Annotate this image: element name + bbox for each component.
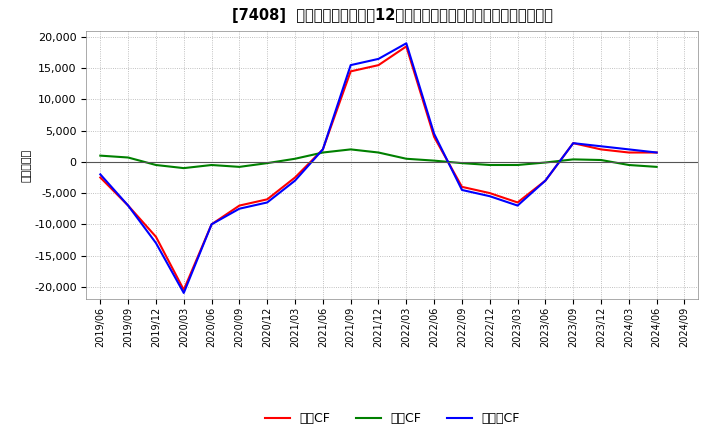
フリーCF xyxy=(569,140,577,146)
営業CF xyxy=(124,203,132,208)
投資CF xyxy=(485,162,494,168)
営業CF xyxy=(485,191,494,196)
フリーCF xyxy=(652,150,661,155)
投資CF xyxy=(402,156,410,161)
フリーCF xyxy=(179,290,188,296)
フリーCF xyxy=(541,178,550,183)
営業CF xyxy=(179,287,188,293)
Line: 投資CF: 投資CF xyxy=(100,150,657,168)
投資CF xyxy=(624,162,633,168)
投資CF xyxy=(597,158,606,163)
Line: フリーCF: フリーCF xyxy=(100,43,657,293)
フリーCF xyxy=(624,147,633,152)
営業CF xyxy=(569,140,577,146)
投資CF xyxy=(513,162,522,168)
投資CF xyxy=(318,150,327,155)
投資CF xyxy=(152,162,161,168)
フリーCF xyxy=(263,200,271,205)
営業CF xyxy=(430,134,438,139)
投資CF xyxy=(235,164,243,169)
フリーCF xyxy=(152,240,161,246)
フリーCF xyxy=(458,187,467,193)
営業CF xyxy=(541,178,550,183)
フリーCF xyxy=(235,206,243,211)
フリーCF xyxy=(430,131,438,136)
Line: 営業CF: 営業CF xyxy=(100,46,657,290)
投資CF xyxy=(179,165,188,171)
営業CF xyxy=(652,150,661,155)
営業CF xyxy=(624,150,633,155)
Y-axis label: （百万円）: （百万円） xyxy=(22,148,31,182)
営業CF xyxy=(346,69,355,74)
営業CF xyxy=(402,44,410,49)
フリーCF xyxy=(96,172,104,177)
営業CF xyxy=(458,184,467,190)
投資CF xyxy=(96,153,104,158)
フリーCF xyxy=(291,178,300,183)
営業CF xyxy=(318,147,327,152)
営業CF xyxy=(263,197,271,202)
Title: [7408]  キャッシュフローの12か月移動合計の対前年同期増減額の推移: [7408] キャッシュフローの12か月移動合計の対前年同期増減額の推移 xyxy=(232,7,553,23)
フリーCF xyxy=(485,194,494,199)
投資CF xyxy=(569,157,577,162)
営業CF xyxy=(291,175,300,180)
フリーCF xyxy=(346,62,355,68)
投資CF xyxy=(458,161,467,166)
フリーCF xyxy=(402,40,410,46)
フリーCF xyxy=(374,56,383,62)
投資CF xyxy=(652,164,661,169)
Legend: 営業CF, 投資CF, フリーCF: 営業CF, 投資CF, フリーCF xyxy=(260,407,525,430)
投資CF xyxy=(346,147,355,152)
フリーCF xyxy=(597,143,606,149)
投資CF xyxy=(207,162,216,168)
営業CF xyxy=(152,234,161,239)
投資CF xyxy=(291,156,300,161)
営業CF xyxy=(96,175,104,180)
投資CF xyxy=(263,161,271,166)
フリーCF xyxy=(207,222,216,227)
営業CF xyxy=(374,62,383,68)
営業CF xyxy=(513,200,522,205)
投資CF xyxy=(541,160,550,165)
フリーCF xyxy=(318,147,327,152)
投資CF xyxy=(124,155,132,160)
フリーCF xyxy=(513,203,522,208)
投資CF xyxy=(374,150,383,155)
営業CF xyxy=(597,147,606,152)
フリーCF xyxy=(124,203,132,208)
営業CF xyxy=(235,203,243,208)
営業CF xyxy=(207,222,216,227)
投資CF xyxy=(430,158,438,163)
